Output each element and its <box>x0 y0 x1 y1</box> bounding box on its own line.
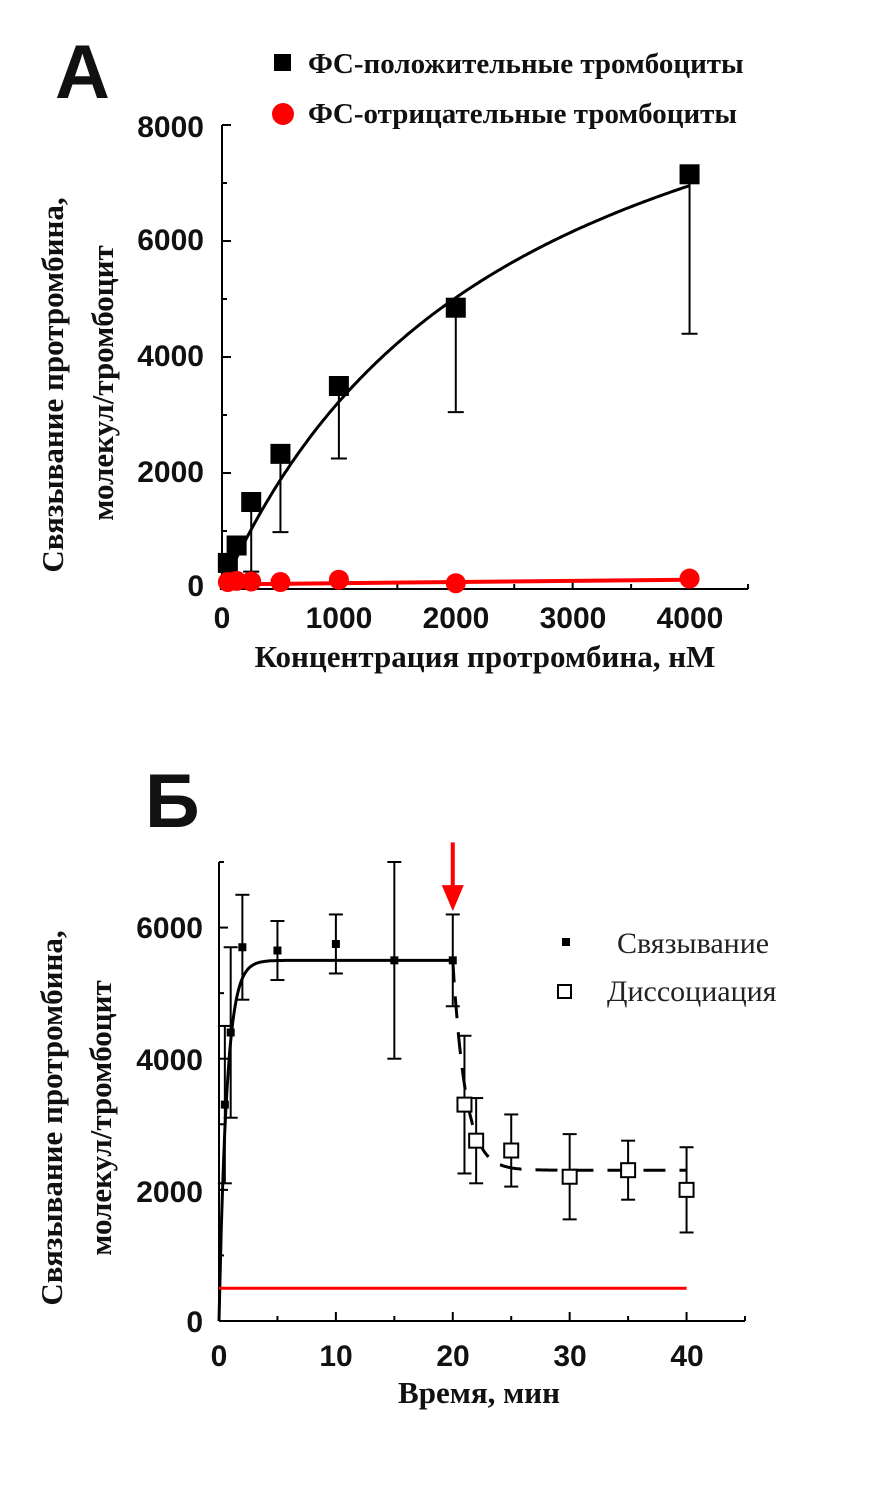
legend-circle-marker <box>272 103 294 125</box>
panel-b-x-tick-label: 30 <box>553 1340 586 1373</box>
panel-a-label: А <box>55 30 110 115</box>
panel-a-y-ticks: 0 2000 4000 6000 8000 <box>137 111 204 603</box>
panel-a-error-bars <box>219 174 698 590</box>
panel-a-data-point-circle <box>445 573 466 594</box>
panel-b-x-ticks: 0 10 20 30 40 <box>211 1340 704 1373</box>
panel-b-y-tick-label: 2000 <box>136 1176 203 1209</box>
panel-b-data-point-filled-square <box>273 946 282 955</box>
panel-b-fit-curve <box>217 958 452 1322</box>
panel-a-y-tick-label: 6000 <box>137 224 204 257</box>
panel-a-data-point-square <box>679 164 700 185</box>
panel-a-y-tick-label: 0 <box>187 570 204 603</box>
panel-a-axes <box>221 124 749 590</box>
panel-b-y-tick-label: 4000 <box>136 1044 203 1077</box>
panel-a-data-point-square <box>217 552 238 573</box>
panel-a-x-ticks: 0 1000 2000 3000 4000 <box>214 602 724 635</box>
panel-b-fit-curves <box>217 958 687 1322</box>
panel-b-data-points <box>220 939 695 1198</box>
panel-b-x-tick-label: 20 <box>436 1340 469 1373</box>
panel-b-y-tick-label: 6000 <box>136 912 203 945</box>
legend-label-dissociation: Диссоциация <box>607 975 777 1008</box>
panel-b: Б 0 2000 4000 6000 0 10 20 30 40 Время, … <box>34 759 777 1410</box>
panel-b-fit-curve <box>451 960 687 1172</box>
panel-b-x-axis-title: Время, мин <box>398 1375 560 1410</box>
panel-a-data-point-square <box>226 535 247 556</box>
panel-a-x-tick-label: 0 <box>214 602 231 635</box>
panel-b-data-point-filled-square <box>238 943 247 952</box>
panel-a-legend: ФС-положительные тромбоциты ФС-отрицател… <box>272 48 744 130</box>
panel-b-annotations <box>441 842 464 912</box>
panel-b-y-axis-title-line2: молекул/тромбоцит <box>83 980 118 1256</box>
panel-b-y-tick-label: 0 <box>186 1306 203 1339</box>
panel-a-data-point-square <box>328 376 349 396</box>
panel-a-y-axis-title-line2: молекул/тромбоцит <box>85 245 120 521</box>
panel-a-y-tick-label: 2000 <box>137 456 204 489</box>
panel-a-x-tick-label: 3000 <box>540 602 607 635</box>
panel-a-data-point-square <box>270 443 291 464</box>
panel-a: А 0 2000 4000 6000 8000 0 1000 2000 3000… <box>35 30 749 674</box>
panel-b-legend: Связывание Диссоциация <box>557 927 777 1008</box>
legend-label-binding: Связывание <box>617 927 769 960</box>
panel-a-x-axis-title: Концентрация протромбина, нМ <box>255 639 716 674</box>
panel-a-x-tick-label: 1000 <box>306 602 373 635</box>
legend-label-ps-negative: ФС-отрицательные тромбоциты <box>308 98 737 130</box>
panel-b-y-ticks: 0 2000 4000 6000 <box>136 912 203 1339</box>
panel-b-data-point-filled-square <box>331 939 340 948</box>
panel-a-y-tick-label: 4000 <box>137 340 204 373</box>
panel-b-data-point-open-square <box>620 1162 637 1179</box>
legend-small-filled-square-marker <box>562 938 570 946</box>
legend-label-ps-positive: ФС-положительные тромбоциты <box>308 48 744 80</box>
panel-b-data-point-filled-square <box>220 1100 229 1109</box>
panel-b-data-point-filled-square <box>226 1028 235 1037</box>
panel-a-data-point-circle <box>226 570 247 591</box>
panel-a-data-points <box>217 164 700 594</box>
panel-b-arrow-head <box>441 885 464 912</box>
panel-a-data-point-square <box>241 492 262 512</box>
panel-b-y-axis-title-line1: Связывание протромбина, <box>34 930 69 1305</box>
panel-a-x-tick-label: 2000 <box>423 602 490 635</box>
panel-a-data-point-circle <box>270 572 291 593</box>
panel-b-data-point-open-square <box>503 1142 520 1159</box>
panel-a-y-axis-title-line1: Связывание протромбина, <box>35 197 70 572</box>
panel-a-data-point-square <box>445 297 466 318</box>
panel-b-x-tick-label: 40 <box>670 1340 703 1373</box>
panel-b-data-point-open-square <box>456 1096 473 1113</box>
panel-b-data-point-filled-square <box>390 956 399 965</box>
panel-a-data-point-circle <box>679 568 700 589</box>
panel-b-data-point-filled-square <box>448 956 457 965</box>
panel-a-data-point-circle <box>241 571 262 592</box>
panel-b-x-tick-label: 10 <box>319 1340 352 1373</box>
panel-b-data-point-open-square <box>468 1132 485 1149</box>
panel-b-x-tick-label: 0 <box>211 1340 228 1373</box>
panel-b-data-point-open-square <box>678 1181 695 1198</box>
legend-open-square-marker <box>557 984 572 999</box>
panel-a-x-tick-label: 4000 <box>657 602 724 635</box>
panel-a-y-tick-label: 8000 <box>137 111 204 144</box>
panel-a-data-point-circle <box>328 569 349 590</box>
legend-square-marker <box>274 54 291 71</box>
panel-b-data-point-open-square <box>561 1168 578 1185</box>
panel-b-label: Б <box>145 759 200 844</box>
